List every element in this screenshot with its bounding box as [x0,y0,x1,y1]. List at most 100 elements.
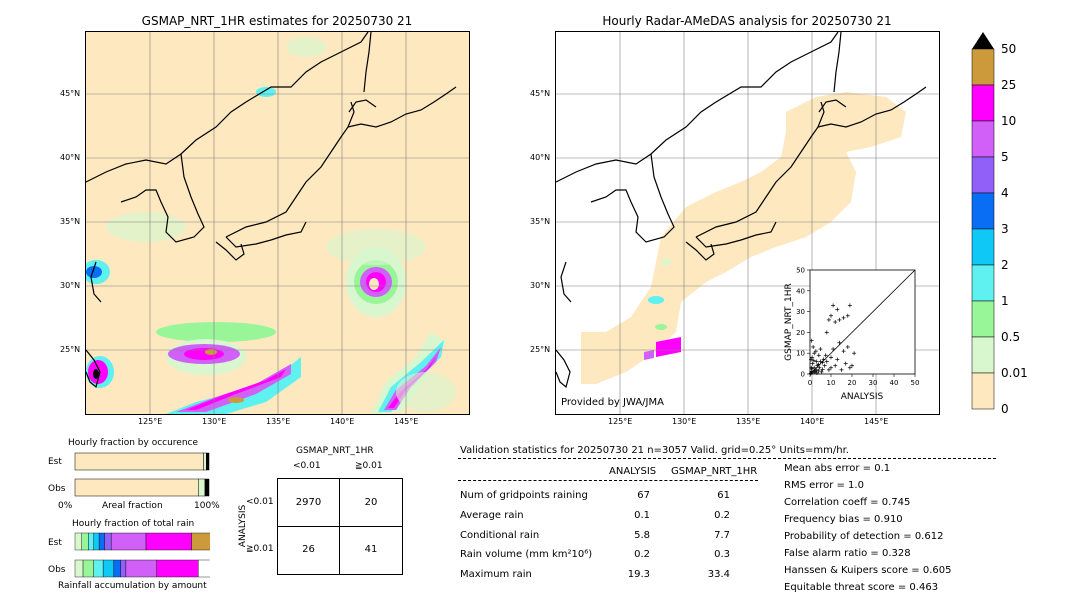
contingency-row-lt: <0.01 [246,497,274,507]
scatter-point-45 [845,313,850,318]
left-map [85,31,470,415]
left-coastline [86,32,457,389]
contingency-col-ge: ≧0.01 [355,461,383,471]
right-lat-label-40: 40°N [530,153,551,162]
left-map-title: GSMAP_NRT_1HR estimates for 20250730 21 [141,14,413,28]
scatter-point-10 [810,355,815,360]
totalrain-bar-est-3 [93,532,100,551]
colorbar-block-1 [971,84,995,122]
contingency-cell-00: 2970 [295,497,322,508]
scatter-point-16 [817,365,822,370]
scatter-point-32 [843,361,848,366]
totalrain-label-obs: Obs [48,565,66,575]
score-hk: Hanssen & Kuipers score = 0.605 [784,565,952,576]
totalrain-label-est: Est [48,538,62,548]
scatter-ticks: 00 10 10 20 20 30 30 40 40 50 50 [796,267,919,388]
scatter-point-41 [833,320,838,324]
scatter-point-15 [816,362,821,367]
totalrain-bar-obs-2 [93,559,104,578]
scatter-point-6 [814,359,819,364]
totalrain-bar-est-5 [104,532,112,551]
left-rain-field [86,37,456,414]
scatter-point-9 [809,357,814,362]
scatter-ylabel: GSMAP_NRT_1HR [784,283,794,361]
totalrain-xlabel: Rainfall accumulation by amount [58,581,207,591]
colorbar-label-0: 50 [1001,42,1016,56]
scatter-point-33 [845,344,850,349]
stat-a-cond: 5.8 [634,530,650,541]
scatter-ytick-label-1: 10 [796,350,805,358]
scatter-point-39 [829,313,833,318]
occurrence-bar-obs-0 [74,478,199,497]
score-pod: Probability of detection = 0.612 [784,531,944,542]
colorbar-block-2 [971,120,995,158]
score-far: False alarm ratio = 0.328 [784,548,911,559]
right-map-title: Hourly Radar-AMeDAS analysis for 2025073… [602,14,892,28]
occurrence-bar-obs-2 [204,478,210,497]
scatter-point-14 [814,367,819,372]
stat-g-vol: 0.3 [714,549,730,560]
totalrain-bar-obs-0 [74,559,84,578]
scatter-point-49 [812,369,817,374]
colorbar-label-1: 25 [1001,78,1016,92]
left-lon-label-125: 125°E [138,417,163,426]
scatter-point-53 [820,367,825,372]
scatter-point-36 [852,351,857,356]
left-map-canvas [86,32,469,414]
scatter-point-17 [818,359,823,364]
left-lon-label-135: 135°E [266,417,291,426]
scatter-point-56 [816,353,821,358]
contingency-cell-11: 41 [364,544,378,555]
colorbar-canvas: 50 25 10 5 4 3 2 1 0.5 0.01 0 [971,32,1028,416]
scatter-point-29 [837,340,842,345]
totalrain-bar-est-2 [88,532,94,551]
left-lon-label-130: 130°E [202,417,227,426]
totalrain-bar-obs-4 [113,559,121,578]
stat-g-max: 33.4 [707,569,730,580]
scatter-ytick-label-3: 30 [796,308,805,316]
scatter-point-50 [814,370,819,375]
occurrence-bar-est-0 [74,452,204,471]
contingency-row-title: ANALYSIS [238,504,248,547]
colorbar-label-6: 2 [1001,258,1009,272]
scatter-point-12 [811,344,816,349]
stat-a-avg: 0.1 [634,510,650,521]
score-mae: Mean abs error = 0.1 [784,463,891,474]
scatter-point-25 [829,365,833,370]
scatter-ytick-label-0: 0 [801,371,805,379]
score-ets: Equitable threat score = 0.463 [784,582,939,593]
scatter-point-52 [819,369,824,374]
provided-by-label: Provided by JWA/JMA [561,397,664,408]
totalrain-bar-est-8 [191,532,210,551]
validation-header-rule [458,458,996,459]
right-lon-label-135: 135°E [736,417,761,426]
scatter-point-40 [831,303,836,308]
colorbar-block-0 [971,48,995,86]
scatter-point-22 [824,359,829,364]
left-lat-label-25: 25°N [60,345,81,354]
scatter-point-30 [839,367,844,372]
right-lat-label-45: 45°N [530,89,551,98]
right-coastline [556,32,927,389]
scatter-xtick-label-1: 10 [827,379,836,387]
totalrain-bars [74,532,210,578]
totalrain-bar-est-7 [145,532,192,551]
occurrence-bar-obs-1 [198,478,206,497]
totalrain-bar-obs-1 [82,559,94,578]
scatter-point-57 [818,347,823,352]
colorbar: 50 25 10 5 4 3 2 1 0.5 0.01 0 [968,30,1038,420]
colorbar-label-2: 10 [1001,114,1016,128]
stat-g-cond: 7.7 [714,530,730,541]
stat-label-max: Maximum rain [460,569,532,580]
colorbar-label-8: 0.5 [1001,330,1020,344]
stat-g-avg: 0.2 [714,510,730,521]
occurrence-bar-est-2 [206,452,210,471]
scatter-point-48 [809,365,814,370]
occurrence-tick-left: 0% [58,501,73,511]
scatter-ytick-label-2: 20 [796,329,805,337]
scatter-point-35 [850,363,854,368]
scatter-points [808,303,857,376]
totalrain-bar-obs-5 [120,559,127,578]
scatter-point-21 [823,353,828,358]
colorbar-block-4 [971,192,995,230]
